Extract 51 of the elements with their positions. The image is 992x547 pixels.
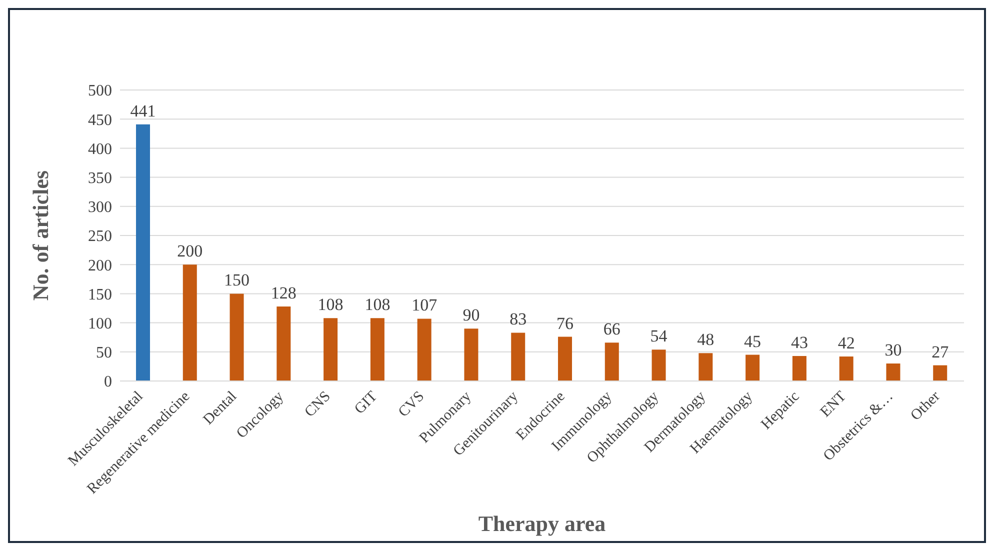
x-axis-title: Therapy area xyxy=(478,511,606,536)
y-tick-label: 450 xyxy=(88,112,112,129)
y-tick-label: 50 xyxy=(96,344,112,362)
data-label: 45 xyxy=(744,332,762,351)
data-label: 150 xyxy=(224,270,250,290)
bar xyxy=(558,336,572,381)
data-label: 43 xyxy=(790,332,808,352)
bar xyxy=(464,328,478,381)
data-label: 108 xyxy=(364,295,390,314)
bar xyxy=(933,365,948,381)
y-tick-label: 100 xyxy=(88,315,112,332)
bar xyxy=(746,354,760,381)
bar xyxy=(276,306,291,381)
data-label: 108 xyxy=(318,295,344,314)
bar xyxy=(604,342,619,381)
bar xyxy=(792,356,806,381)
data-label: 48 xyxy=(697,330,714,350)
bar xyxy=(511,332,526,381)
bar xyxy=(136,124,150,381)
data-label: 27 xyxy=(932,342,950,362)
data-label: 107 xyxy=(412,296,438,315)
data-label: 83 xyxy=(510,310,527,329)
bar xyxy=(324,318,338,381)
data-label: 76 xyxy=(556,314,574,333)
data-label: 441 xyxy=(130,101,156,120)
bar xyxy=(370,318,384,381)
data-label: 30 xyxy=(884,340,902,360)
y-tick-label: 500 xyxy=(88,82,112,100)
y-tick-label: 300 xyxy=(88,199,112,216)
bar xyxy=(417,318,432,381)
y-tick-label: 250 xyxy=(88,228,112,246)
data-label: 54 xyxy=(650,326,668,346)
y-tick-label: 200 xyxy=(88,257,112,274)
data-label: 128 xyxy=(270,284,296,303)
data-label: 200 xyxy=(177,242,203,261)
x-tick-label: GIT xyxy=(352,388,381,418)
y-tick-label: 0 xyxy=(104,374,112,391)
bar xyxy=(839,356,854,381)
bar xyxy=(886,364,900,381)
bar xyxy=(182,264,197,381)
bar xyxy=(652,350,666,381)
bar xyxy=(698,353,713,381)
y-tick-label: 350 xyxy=(88,170,112,187)
data-label: 90 xyxy=(462,306,480,325)
bar xyxy=(230,294,244,381)
y-tick-label: 150 xyxy=(88,286,112,304)
y-tick-label: 400 xyxy=(88,140,112,158)
y-axis-title: No. of articles xyxy=(28,170,53,301)
data-label: 66 xyxy=(603,320,620,339)
x-tick-label: CNS xyxy=(302,388,334,420)
data-label: 42 xyxy=(838,334,855,353)
